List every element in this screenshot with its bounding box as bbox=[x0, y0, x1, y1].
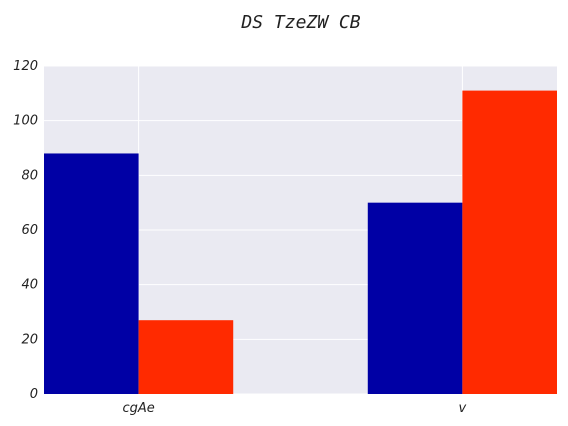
bar-cgAe-series-1 bbox=[44, 153, 139, 394]
x-tick-label: v bbox=[459, 401, 467, 416]
bar-cgAe-series-2 bbox=[138, 320, 234, 394]
chart-title: DS TzeZW CB bbox=[240, 12, 360, 33]
y-tick-label: 80 bbox=[21, 168, 38, 183]
x-tick-label: cgAe bbox=[122, 401, 154, 416]
y-tick-label: 60 bbox=[21, 223, 38, 238]
y-axis: 0 20 40 60 80 100 120 bbox=[13, 59, 38, 402]
bar-v-series-2 bbox=[462, 90, 557, 394]
y-tick-label: 120 bbox=[13, 59, 38, 74]
y-tick-label: 40 bbox=[21, 278, 38, 293]
bar-v-series-1 bbox=[367, 202, 463, 394]
y-tick-label: 0 bbox=[30, 387, 38, 402]
bars bbox=[44, 90, 557, 394]
y-tick-label: 20 bbox=[21, 332, 38, 347]
y-tick-label: 100 bbox=[13, 114, 38, 129]
x-axis: cgAe v bbox=[122, 401, 466, 416]
